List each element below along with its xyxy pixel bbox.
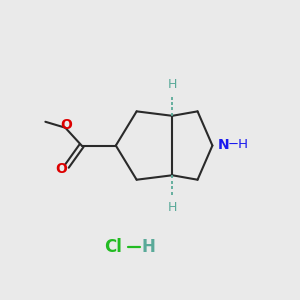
Text: O: O bbox=[56, 162, 68, 176]
Text: −H: −H bbox=[228, 138, 249, 152]
Text: H: H bbox=[142, 238, 155, 256]
Text: H: H bbox=[168, 200, 177, 214]
Text: H: H bbox=[168, 78, 177, 91]
Text: O: O bbox=[60, 118, 72, 132]
Text: Cl: Cl bbox=[104, 238, 122, 256]
Text: N: N bbox=[218, 138, 230, 152]
